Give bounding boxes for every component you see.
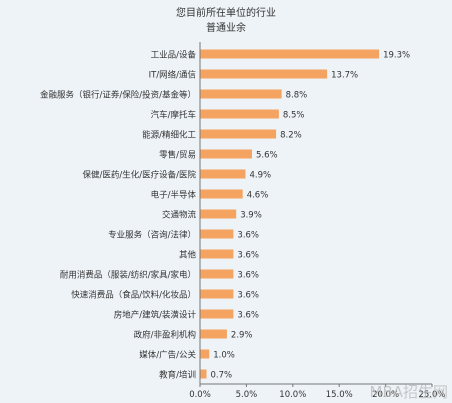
watermark: MBA招生网	[370, 383, 449, 401]
bar	[200, 129, 277, 139]
x-tick-label: 25.0%	[418, 390, 445, 400]
data-label: 3.9%	[240, 211, 262, 221]
bars-layer: 工业品/设备 19.3% IT/网络/通信 13.7% 金融服务（银行/证券/保险/投资…	[40, 49, 410, 381]
category-label: 电子/半导体	[151, 190, 197, 201]
data-label: 8.2%	[280, 131, 302, 141]
x-tick-label: 20.0%	[372, 390, 399, 400]
category-label: 工业品/设备	[151, 50, 197, 61]
category-label: 房地产/建筑/装潢设计	[114, 310, 197, 321]
x-axis: 0.0% 5.0% 10.0% 15.0% 20.0% 25.0%	[189, 42, 446, 400]
bar	[200, 229, 234, 239]
data-label: 4.9%	[249, 171, 271, 181]
x-tick-label: 0.0%	[189, 390, 211, 400]
category-label: IT/网络/通信	[149, 70, 197, 81]
bar	[200, 249, 234, 259]
bar	[200, 109, 279, 119]
bar	[200, 269, 234, 279]
data-label: 2.9%	[231, 331, 253, 341]
bar	[200, 189, 243, 199]
category-label: 教育/培训	[159, 370, 196, 381]
x-tick-label: 10.0%	[279, 390, 306, 400]
bar	[200, 69, 328, 79]
category-label: 专业服务（咨询/法律）	[108, 230, 196, 241]
category-label: 交通物流	[162, 210, 197, 221]
data-label: 3.6%	[237, 311, 259, 321]
chart-subtitle: 普通业余	[206, 21, 246, 34]
bar	[200, 209, 237, 219]
category-label: 金融服务（银行/证券/保险/投资/基金等）	[40, 90, 196, 101]
bar	[200, 89, 282, 99]
bar	[200, 349, 210, 359]
bar	[200, 149, 252, 159]
bar	[200, 309, 234, 319]
bar	[200, 369, 207, 379]
category-label: 政府/非盈利机构	[134, 330, 196, 341]
data-label: 3.6%	[237, 231, 259, 241]
category-label: 媒体/广告/公关	[139, 350, 196, 361]
data-label: 1.0%	[213, 351, 235, 361]
data-label: 5.6%	[256, 151, 278, 161]
bar	[200, 49, 380, 59]
data-label: 19.3%	[383, 51, 410, 61]
category-label: 能源/精细化工	[142, 130, 196, 141]
data-label: 3.6%	[237, 291, 259, 301]
bar	[200, 329, 227, 339]
category-label: 汽车/摩托车	[151, 110, 196, 121]
x-tick-label: 15.0%	[326, 390, 353, 400]
category-label: 零售/贸易	[159, 150, 196, 161]
chart-title: 您目前所在单位的行业	[176, 6, 276, 19]
category-label: 其他	[179, 250, 197, 261]
category-label: 快速消费品（食品/饮料/化妆品）	[71, 290, 196, 301]
bar	[200, 289, 234, 299]
category-label: 耐用消费品（服装/纺织/家具/家电）	[60, 270, 196, 281]
x-tick-label: 5.0%	[236, 390, 258, 400]
data-label: 13.7%	[331, 71, 358, 81]
bar	[200, 169, 246, 179]
category-label: 保健/医药/生化/医疗设备/医院	[83, 170, 197, 181]
data-label: 8.8%	[286, 91, 308, 101]
data-label: 3.6%	[237, 251, 259, 261]
data-label: 0.7%	[210, 371, 232, 381]
data-label: 3.6%	[237, 271, 259, 281]
data-label: 4.6%	[247, 191, 269, 201]
data-label: 8.5%	[283, 111, 305, 121]
